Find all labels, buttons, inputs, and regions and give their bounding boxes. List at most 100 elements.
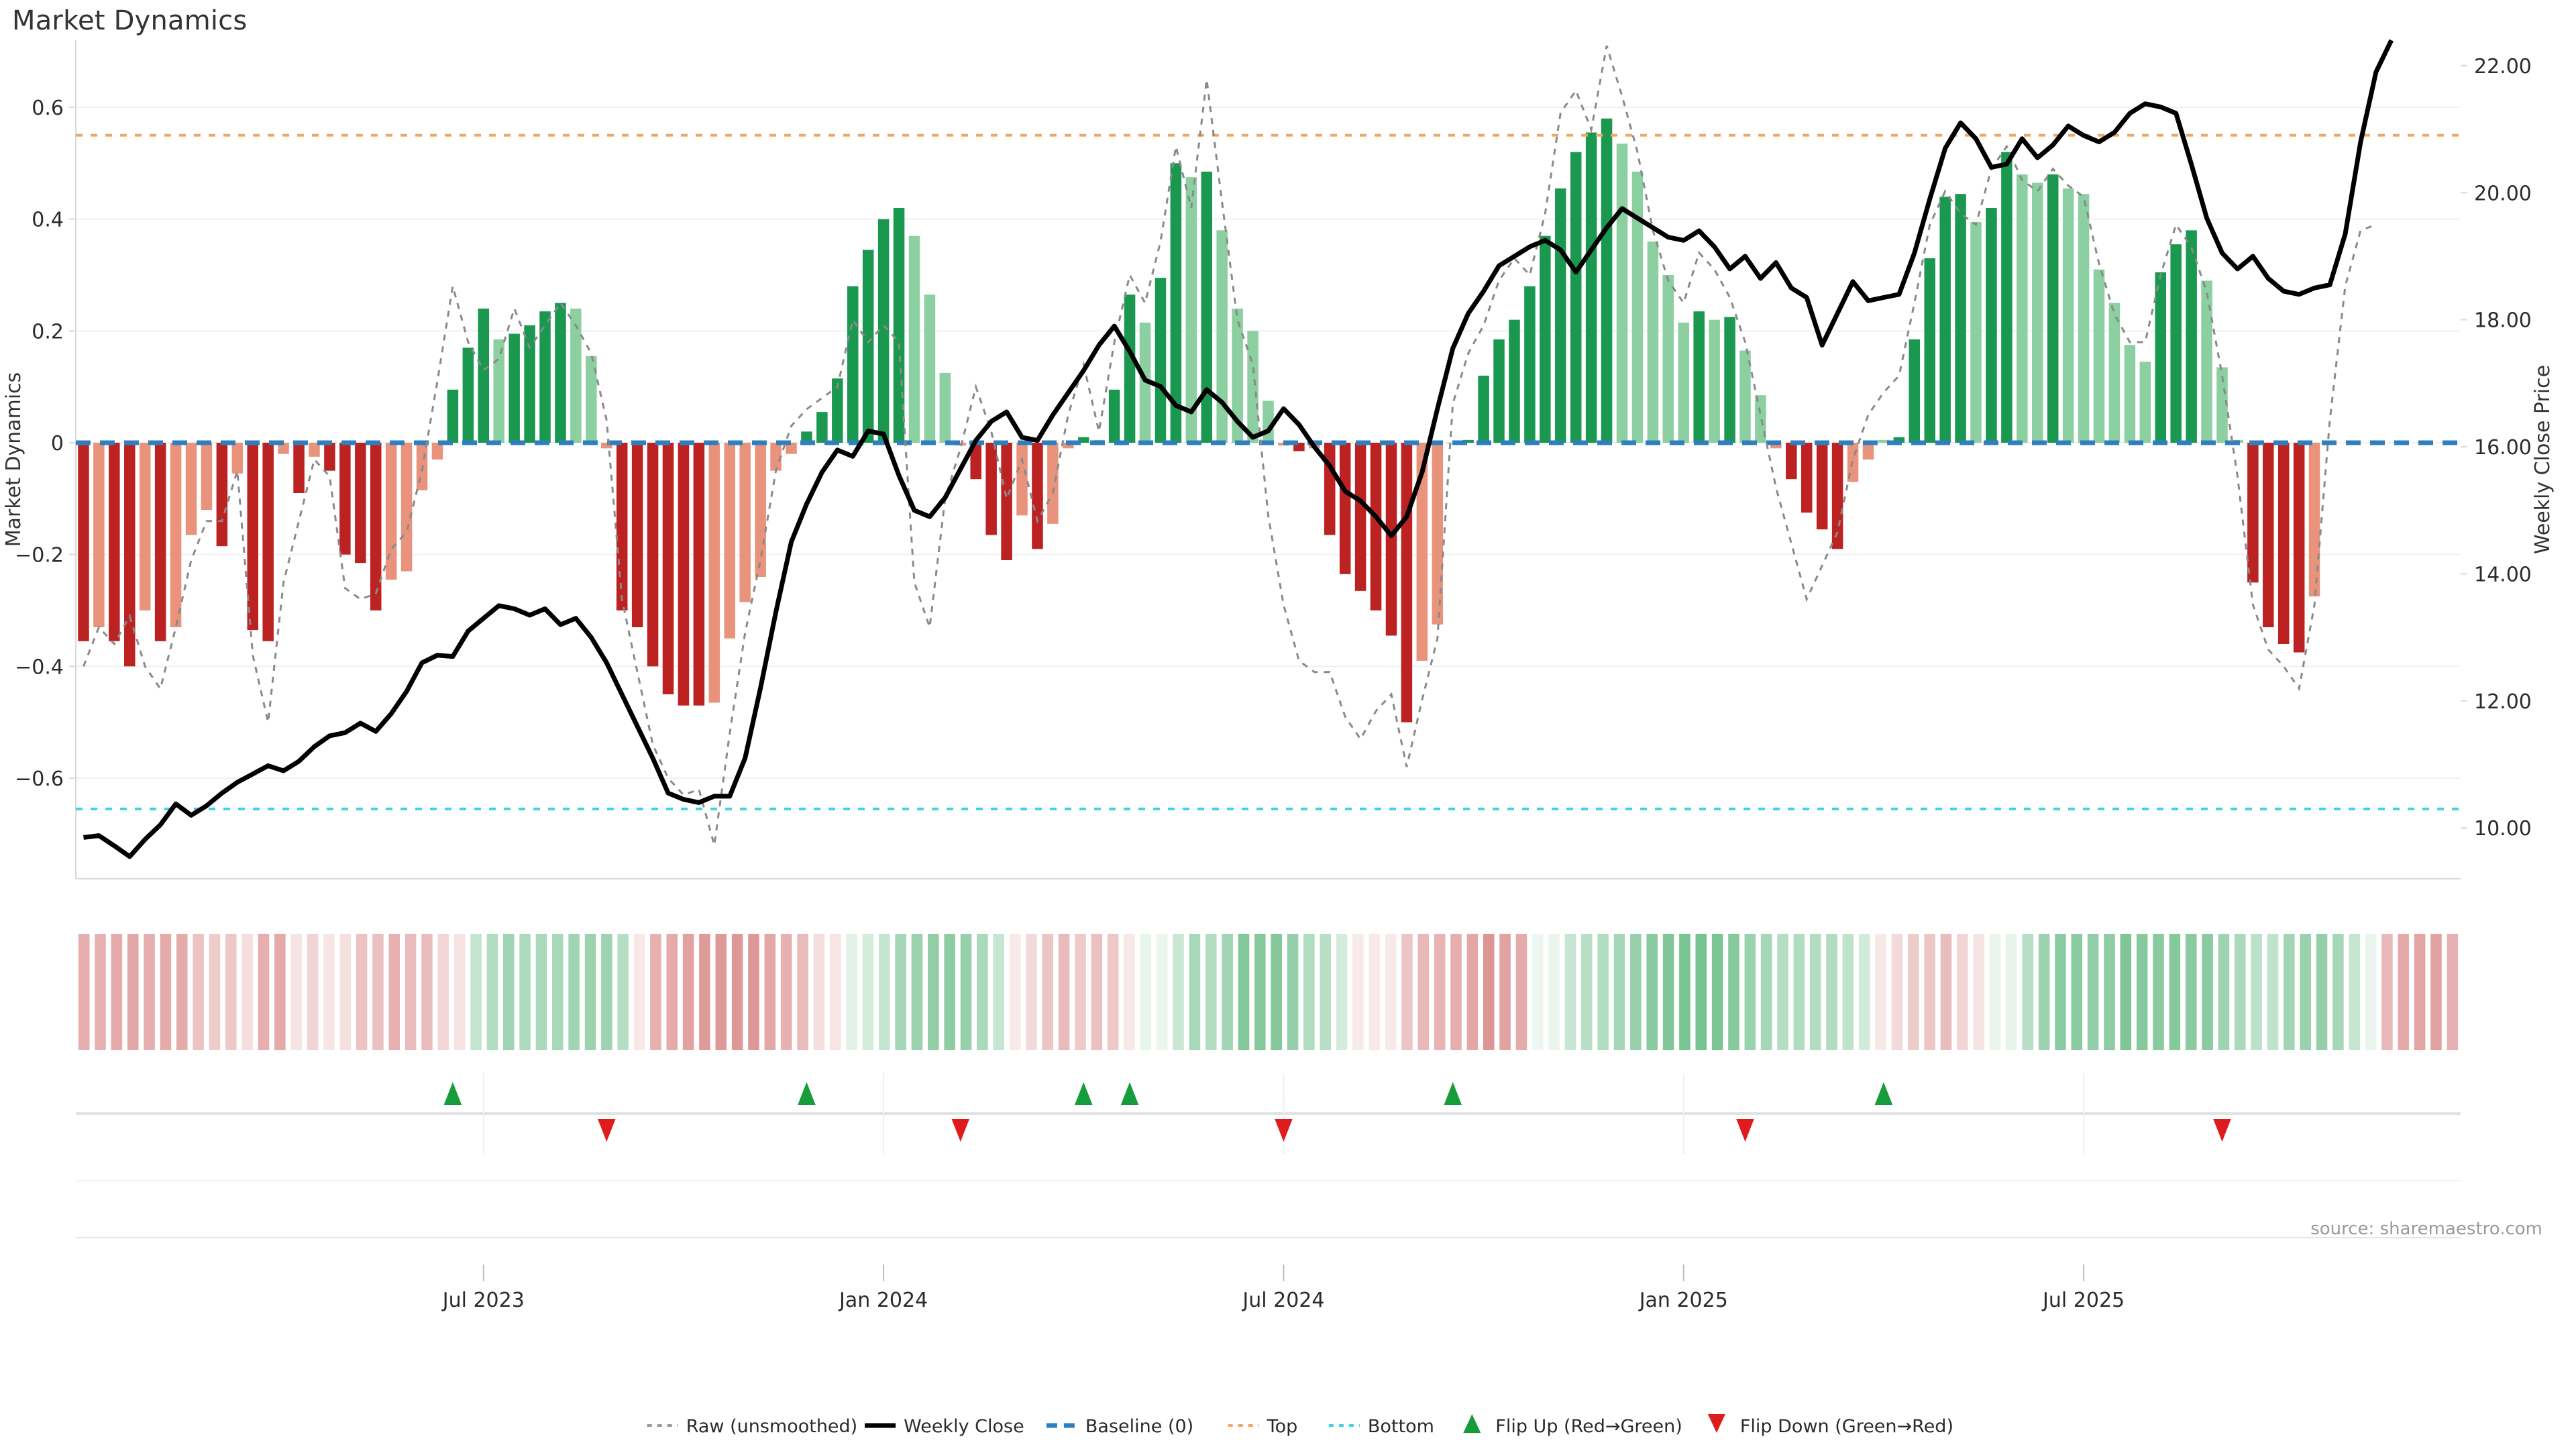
bar — [586, 356, 597, 443]
y-tick-label: −0.6 — [15, 767, 64, 791]
heatmap-cell — [535, 934, 547, 1050]
x-tick-label: Jan 2024 — [838, 1289, 928, 1312]
bar — [1524, 286, 1536, 443]
bar — [2293, 443, 2305, 653]
flip-up-marker — [443, 1082, 462, 1105]
bar — [539, 311, 551, 443]
heatmap-cell — [993, 934, 1005, 1050]
bar — [1509, 319, 1520, 443]
heatmap-cell — [502, 934, 515, 1050]
heatmap-cell — [1793, 934, 1805, 1050]
bar — [1585, 132, 1597, 443]
bar — [877, 219, 890, 443]
bar — [1570, 152, 1582, 443]
heatmap-cell — [1483, 934, 1495, 1050]
bar — [1216, 230, 1228, 443]
heatmap-cell — [1417, 934, 1430, 1050]
bar — [786, 443, 797, 454]
heatmap-cell — [1777, 934, 1788, 1050]
x-tick-label: Jul 2024 — [1241, 1289, 1324, 1312]
bar — [2247, 443, 2259, 583]
heatmap-cell — [2332, 934, 2344, 1050]
y2-axis-ticks: 22.00 20.00 18.00 16.00 14.00 12.00 10.00 — [2461, 55, 2532, 841]
y2-axis-title: Weekly Close Price — [2531, 365, 2555, 554]
heatmap-cell — [1695, 934, 1707, 1050]
bar — [662, 443, 674, 694]
heatmap-cell — [78, 934, 90, 1050]
bar — [1108, 389, 1120, 443]
heatmap-cell — [1728, 934, 1739, 1050]
heatmap-cell — [388, 934, 400, 1050]
heatmap-cell — [1499, 934, 1511, 1050]
bar — [462, 347, 474, 443]
heatmap-cell — [95, 934, 106, 1050]
heatmap-cell — [160, 934, 172, 1050]
y2-tick-label: 12.00 — [2474, 690, 2532, 714]
bar — [2277, 443, 2290, 644]
bar — [678, 443, 690, 706]
x-tick-label: Jul 2025 — [2041, 1289, 2125, 1312]
heatmap-cell — [1532, 934, 1544, 1050]
bar — [1631, 171, 1644, 443]
heatmap-cell — [1434, 934, 1446, 1050]
bar — [555, 303, 566, 443]
bar — [847, 286, 859, 443]
heatmap-cell — [356, 934, 368, 1050]
bar — [185, 443, 197, 535]
bar — [170, 443, 182, 627]
bar — [2047, 174, 2059, 443]
heatmap-cell — [1842, 934, 1854, 1050]
y-tick-label: 0.4 — [32, 209, 64, 232]
bar — [862, 250, 874, 443]
heatmap-cell — [1091, 934, 1103, 1050]
heatmap-cell — [780, 934, 792, 1050]
bar — [739, 443, 751, 602]
heatmap-cell — [1287, 934, 1299, 1050]
heatmap-cell — [2022, 934, 2034, 1050]
heatmap-cell — [2136, 934, 2148, 1050]
bar — [1016, 443, 1028, 516]
heatmap-cell — [127, 934, 139, 1050]
heatmap-cell — [2365, 934, 2377, 1050]
bar — [1155, 278, 1167, 443]
heatmap-cell — [1401, 934, 1413, 1050]
y2-tick-label: 18.00 — [2474, 309, 2532, 333]
heatmap-cell — [633, 934, 645, 1050]
y-axis-title: Market Dynamics — [2, 372, 25, 547]
legend-marker-flip-down-icon — [1707, 1414, 1725, 1433]
heatmap-cell — [1271, 934, 1282, 1050]
bar — [1724, 317, 1735, 443]
heatmap-cell — [2284, 934, 2295, 1050]
bar — [1709, 319, 1720, 443]
bar — [1370, 443, 1382, 610]
bar — [1047, 443, 1059, 524]
bar — [1078, 437, 1089, 443]
flip-down-marker — [951, 1119, 970, 1142]
heatmap-cell — [2251, 934, 2262, 1050]
heatmap-cell — [1320, 934, 1332, 1050]
heatmap-cell — [1075, 934, 1086, 1050]
bar — [2062, 188, 2074, 443]
bar — [1647, 241, 1659, 443]
heatmap-cell — [1205, 934, 1217, 1050]
heatmap-cell — [193, 934, 204, 1050]
heatmap-cell — [111, 934, 123, 1050]
bar — [2308, 443, 2320, 597]
bar — [2201, 280, 2212, 443]
y2-tick-label: 14.00 — [2474, 563, 2532, 586]
heatmap-cell — [2202, 934, 2213, 1050]
bar — [1001, 443, 1012, 560]
bar — [1924, 258, 1935, 443]
bar — [1909, 339, 1921, 443]
heatmap-cell — [2235, 934, 2246, 1050]
heatmap-cell — [2104, 934, 2115, 1050]
bar — [2263, 443, 2274, 627]
heatmap-cell — [274, 934, 286, 1050]
bar — [309, 443, 320, 457]
bar — [1339, 443, 1351, 574]
heatmap-cell — [2381, 934, 2393, 1050]
bar — [1139, 322, 1151, 443]
bar — [508, 333, 520, 443]
legend-label: Baseline (0) — [1085, 1416, 1193, 1437]
